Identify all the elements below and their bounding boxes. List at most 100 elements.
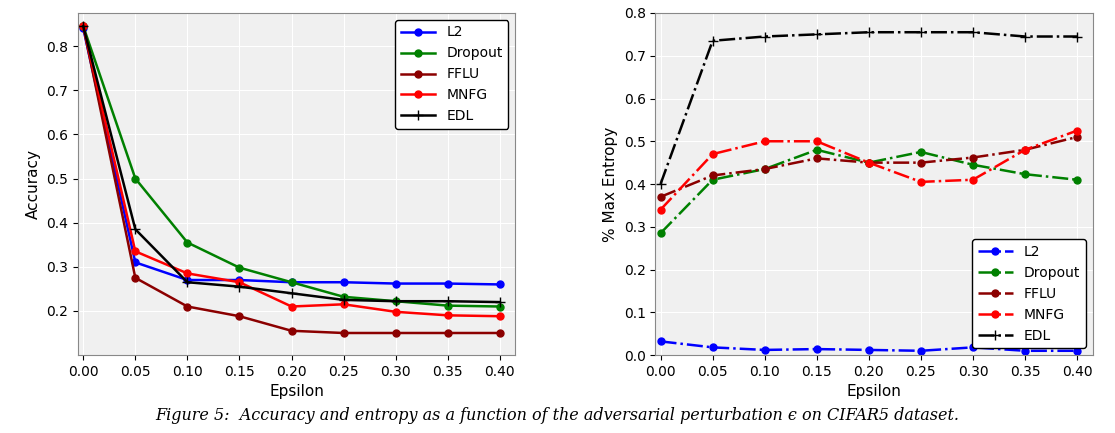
FFLU — [1018, 147, 1031, 152]
Dropout — [758, 166, 772, 171]
X-axis label: Epsilon: Epsilon — [270, 385, 324, 399]
MNFG — [181, 271, 194, 276]
FFLU — [653, 194, 667, 200]
EDL — [862, 29, 875, 35]
FFLU — [914, 160, 928, 165]
FFLU — [337, 330, 350, 336]
L2 — [1018, 348, 1031, 353]
L2 — [128, 260, 142, 265]
MNFG — [1018, 147, 1031, 152]
FFLU — [758, 166, 772, 171]
EDL — [811, 32, 824, 37]
Dropout — [706, 177, 719, 182]
Line: Dropout: Dropout — [80, 23, 503, 310]
FFLU — [1070, 134, 1084, 139]
FFLU — [77, 24, 90, 29]
L2 — [233, 278, 246, 283]
Text: Figure 5:  Accuracy and entropy as a function of the adversarial perturbation ϵ : Figure 5: Accuracy and entropy as a func… — [155, 407, 960, 424]
MNFG — [1070, 128, 1084, 133]
FFLU — [493, 330, 506, 336]
EDL — [1070, 34, 1084, 39]
FFLU — [181, 304, 194, 309]
Dropout — [914, 149, 928, 155]
Dropout — [493, 304, 506, 309]
L2 — [653, 339, 667, 344]
L2 — [337, 280, 350, 285]
MNFG — [811, 139, 824, 144]
Dropout — [967, 162, 980, 168]
EDL — [493, 300, 506, 305]
L2 — [811, 346, 824, 352]
Line: MNFG: MNFG — [80, 23, 503, 320]
Line: L2: L2 — [80, 25, 503, 288]
Y-axis label: % Max Entropy: % Max Entropy — [603, 126, 618, 242]
Dropout — [389, 299, 403, 304]
EDL — [233, 284, 246, 289]
L2 — [493, 282, 506, 287]
Dropout — [233, 265, 246, 270]
L2 — [389, 281, 403, 286]
L2 — [181, 278, 194, 283]
Legend: L2, Dropout, FFLU, MNFG, EDL: L2, Dropout, FFLU, MNFG, EDL — [972, 239, 1086, 348]
EDL — [181, 280, 194, 285]
EDL — [914, 29, 928, 35]
Line: EDL: EDL — [656, 27, 1082, 189]
Dropout — [862, 160, 875, 165]
Dropout — [181, 240, 194, 245]
FFLU — [284, 328, 298, 333]
FFLU — [862, 160, 875, 165]
Line: FFLU: FFLU — [80, 23, 503, 336]
EDL — [389, 299, 403, 304]
EDL — [967, 29, 980, 35]
Line: L2: L2 — [657, 338, 1080, 354]
FFLU — [811, 156, 824, 161]
Dropout — [128, 176, 142, 181]
MNFG — [233, 280, 246, 285]
FFLU — [233, 313, 246, 319]
EDL — [706, 38, 719, 43]
MNFG — [389, 309, 403, 314]
Line: Dropout: Dropout — [657, 146, 1080, 237]
MNFG — [967, 177, 980, 182]
FFLU — [389, 330, 403, 336]
X-axis label: Epsilon: Epsilon — [846, 385, 901, 399]
MNFG — [653, 207, 667, 212]
L2 — [77, 26, 90, 31]
Dropout — [811, 147, 824, 152]
L2 — [1070, 348, 1084, 353]
Dropout — [442, 303, 455, 308]
EDL — [1018, 34, 1031, 39]
L2 — [914, 348, 928, 353]
FFLU — [128, 275, 142, 281]
FFLU — [967, 155, 980, 160]
Line: FFLU: FFLU — [657, 133, 1080, 200]
Legend: L2, Dropout, FFLU, MNFG, EDL: L2, Dropout, FFLU, MNFG, EDL — [395, 20, 508, 129]
MNFG — [77, 24, 90, 29]
MNFG — [337, 302, 350, 307]
L2 — [284, 280, 298, 285]
EDL — [653, 181, 667, 187]
MNFG — [442, 313, 455, 318]
Dropout — [77, 24, 90, 29]
EDL — [284, 291, 298, 296]
L2 — [758, 347, 772, 352]
EDL — [442, 299, 455, 304]
EDL — [128, 226, 142, 232]
Dropout — [653, 231, 667, 236]
EDL — [758, 34, 772, 39]
Dropout — [1018, 171, 1031, 177]
Line: MNFG: MNFG — [657, 127, 1080, 213]
MNFG — [758, 139, 772, 144]
MNFG — [862, 160, 875, 165]
FFLU — [442, 330, 455, 336]
MNFG — [914, 179, 928, 184]
EDL — [77, 24, 90, 29]
L2 — [862, 347, 875, 352]
L2 — [967, 345, 980, 350]
L2 — [442, 281, 455, 286]
FFLU — [706, 173, 719, 178]
Dropout — [284, 280, 298, 285]
MNFG — [706, 152, 719, 157]
Dropout — [1070, 177, 1084, 182]
L2 — [706, 345, 719, 350]
